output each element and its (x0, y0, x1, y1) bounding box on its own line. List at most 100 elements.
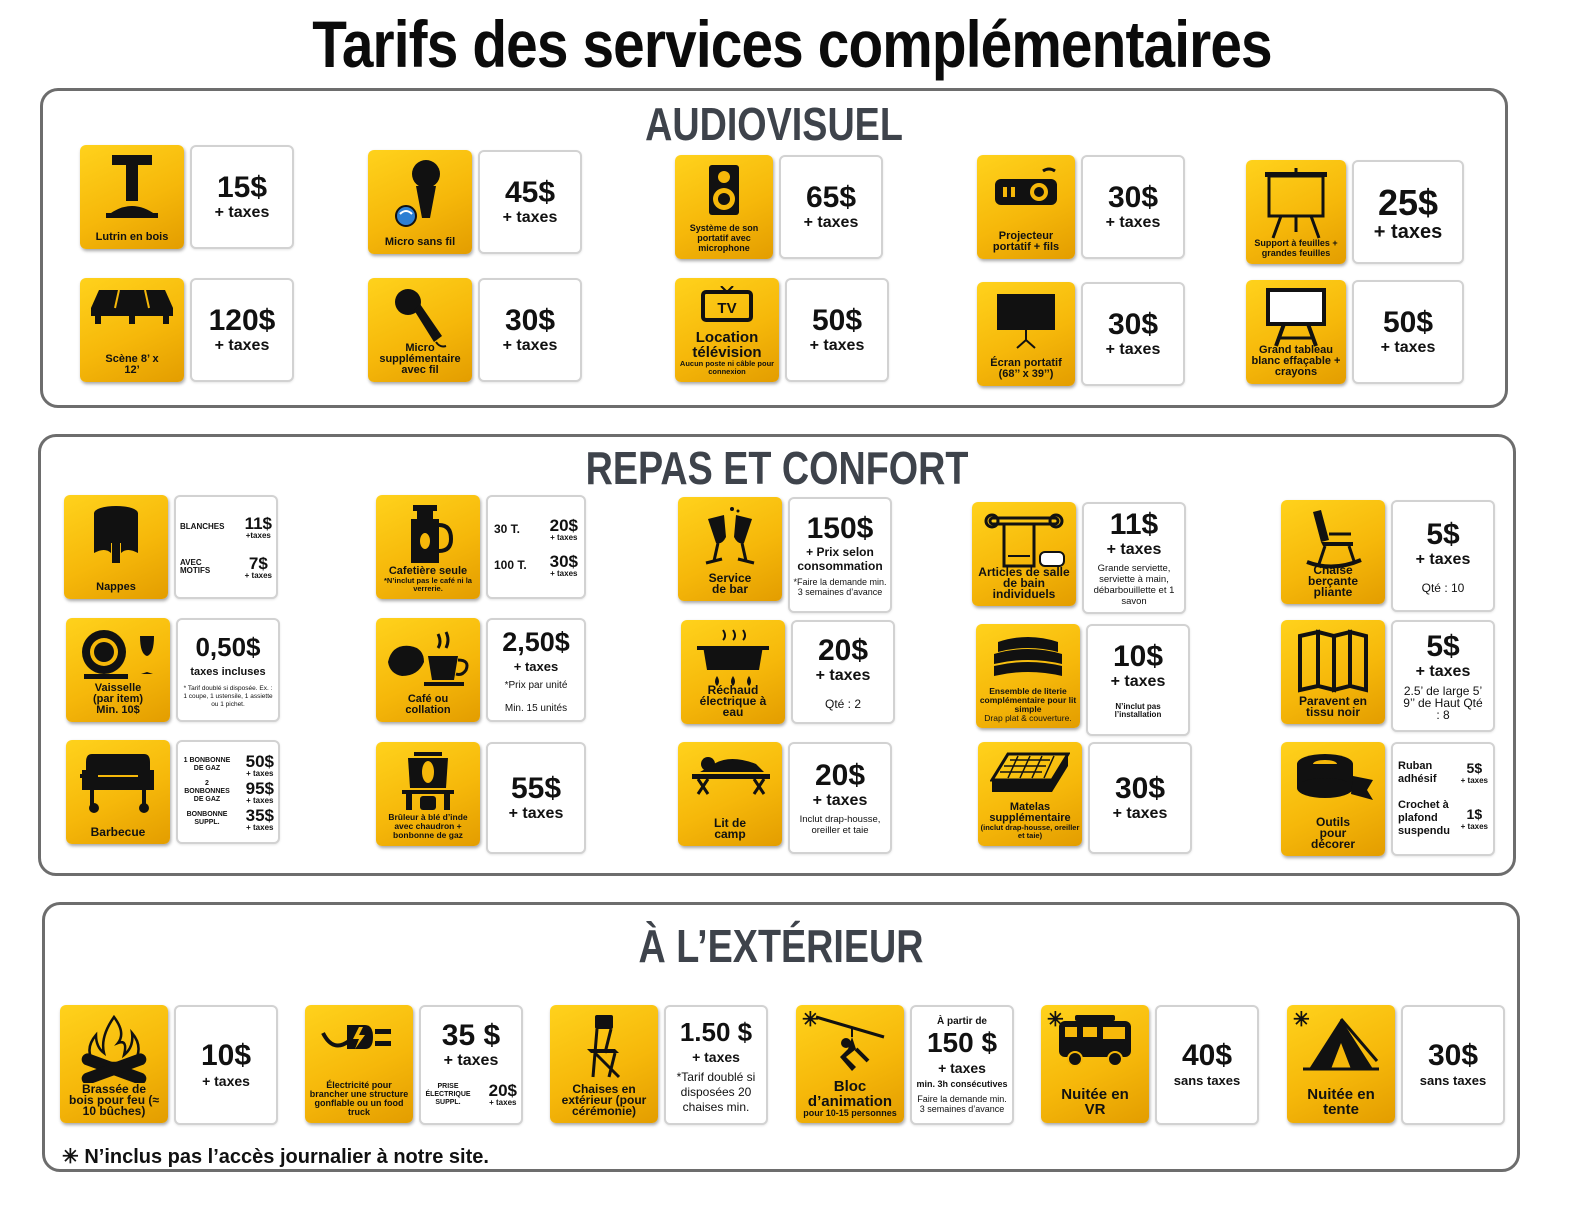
screen-icon: Écran portatif (68’’ x 39’’) (977, 282, 1075, 386)
price-television: 50$ + taxes (785, 278, 889, 382)
item-outils-decorer: Outils pour décorer Ruban adhésif 5$ + tax… (1281, 742, 1495, 856)
flipchart-icon: Support à feuilles + grandes feuilles (1246, 160, 1346, 264)
price-tableau-blanc: 50$ + taxes (1352, 280, 1464, 384)
price-chaise-bercante: 5$ + taxes Qté : 10 (1391, 500, 1495, 612)
price-bloc-animation: À partir de 150 $ + taxes min. 3h conséc… (910, 1005, 1014, 1125)
price-electricite: 35 $ + taxes PRISE ÉLECTRIQUE SUPPL. 20$ +… (419, 1005, 523, 1125)
dishes-icon: Vaisselle (par item) Min. 10$ (66, 618, 170, 722)
corn-burner-icon: Brûleur à blé d’inde avec chaudron + bon… (376, 742, 480, 846)
price-paravent: 5$ + taxes 2.5’ de large 5’ 9’’ de Haut … (1391, 620, 1495, 732)
item-television: TV Location télévision Aucun poste ni câ… (675, 278, 889, 382)
price-bois: 10$ + taxes (174, 1005, 278, 1125)
tent-icon: ✳ Nuitée en tente (1287, 1005, 1395, 1123)
price-chaises-exterieur: 1.50 $ + taxes *Tarif doublé si disposée… (664, 1005, 768, 1125)
room-divider-icon: Paravent en tissu noir (1281, 620, 1385, 724)
price-service-bar: 150$ + Prix selon consommation *Faire la… (788, 497, 892, 613)
item-nappes: Nappes BLANCHES 11$ +taxes AVEC MOTIFS 7$ + … (64, 495, 278, 599)
wireless-mic-icon: Micro sans fil (368, 150, 472, 254)
price-projecteur: 30$ + taxes (1081, 155, 1185, 259)
price-micro-sans-fil: 45$ + taxes (478, 150, 582, 254)
speaker-icon: Système de son portatif avec microphone (675, 155, 773, 259)
item-service-bar: Service de bar 150$ + Prix selon consomm… (678, 497, 892, 613)
tv-icon: TV Location télévision Aucun poste ni câ… (675, 278, 779, 382)
price-matelas: 30$ + taxes (1088, 742, 1192, 854)
warmer-icon: Réchaud électrique à eau (681, 620, 785, 724)
item-lutrin: Lutrin en bois 15$ + taxes (80, 145, 294, 249)
price-rechaud: 20$ + taxes Qté : 2 (791, 620, 895, 724)
item-lit-camp: Lit de camp 20$ + taxes Inclut drap-hous… (678, 742, 892, 854)
item-micro-sans-fil: Micro sans fil 45$ + taxes (368, 150, 582, 254)
item-bloc-animation: ✳ Bloc d’animation pour 10-15 personnes … (796, 1005, 1014, 1125)
campfire-icon: Brassée de bois pour feu (≈ 10 bûches) (60, 1005, 168, 1123)
champagne-icon: Service de bar (678, 497, 782, 601)
section-title-repas: REPAS ET CONFORT (585, 442, 969, 494)
whiteboard-icon: Grand tableau blanc effaçable + crayons (1246, 280, 1346, 384)
lectern-icon: Lutrin en bois (80, 145, 184, 249)
asterisk-icon: ✳ (1293, 1009, 1310, 1031)
item-systeme-son: Système de son portatif avec microphone … (675, 155, 883, 259)
item-vaisselle: Vaisselle (par item) Min. 10$ 0,50$ taxe… (66, 618, 280, 722)
towel-icon: Articles de salle de bain individuels (972, 502, 1076, 606)
power-plug-icon: Électricité pour brancher une structure … (305, 1005, 413, 1123)
item-salle-bain: Articles de salle de bain individuels 11… (972, 502, 1186, 614)
microphone-icon: Micro supplémentaire avec fil (368, 278, 472, 382)
price-barbecue: 1 BONBONNE DE GAZ 50$ + taxes 2 BONBONNES … (176, 740, 280, 844)
item-micro-supplementaire: Micro supplémentaire avec fil 30$ + taxe… (368, 278, 582, 382)
item-literie: Ensemble de literie complémentaire pour … (976, 624, 1190, 736)
item-projecteur: Projecteur portatif + fils 30$ + taxes (977, 155, 1185, 259)
grill-icon: Barbecue (66, 740, 170, 844)
price-cafetiere: 30 T. 20$ + taxes 100 T. 30$ + taxes (486, 495, 586, 599)
rv-icon: ✳ Nuitée en VR (1041, 1005, 1149, 1123)
price-nappes: BLANCHES 11$ +taxes AVEC MOTIFS 7$ + taxes (174, 495, 278, 599)
zipline-icon: ✳ Bloc d’animation pour 10-15 personnes (796, 1005, 904, 1123)
asterisk-icon: ✳ (802, 1009, 819, 1031)
item-electricite: Électricité pour brancher une structure … (305, 1005, 523, 1125)
item-tableau-blanc: Grand tableau blanc effaçable + crayons … (1246, 280, 1464, 384)
cot-icon: Lit de camp (678, 742, 782, 846)
coffee-cup-icon: Café ou collation (376, 618, 480, 722)
item-nuitee-tente: ✳ Nuitée en tente 30$ sans taxes (1287, 1005, 1505, 1125)
projector-icon: Projecteur portatif + fils (977, 155, 1075, 259)
price-nuitee-tente: 30$ sans taxes (1401, 1005, 1505, 1125)
item-chaises-exterieur: Chaises en extérieur (pour cérémonie) 1.… (550, 1005, 768, 1125)
price-literie: 10$ + taxes N’inclut pas l’installation (1086, 624, 1190, 736)
price-outils-decorer: Ruban adhésif 5$ + taxes Crochet à plafond… (1391, 742, 1495, 856)
item-bois: Brassée de bois pour feu (≈ 10 bûches) 1… (60, 1005, 278, 1125)
item-paravent: Paravent en tissu noir 5$ + taxes 2.5’ d… (1281, 620, 1495, 732)
price-lutrin: 15$ + taxes (190, 145, 294, 249)
price-salle-bain: 11$ + taxes Grande serviette, serviette … (1082, 502, 1186, 614)
price-nuitee-vr: 40$ sans taxes (1155, 1005, 1259, 1125)
item-scene: Scène 8’ x 12’ 120$ + taxes (80, 278, 294, 382)
bedding-icon: Ensemble de literie complémentaire pour … (976, 624, 1080, 728)
section-title-exterieur: À L’EXTÉRIEUR (638, 920, 924, 972)
svg-text:TV: TV (717, 300, 736, 317)
item-cafe-collation: Café ou collation 2,50$ + taxes *Prix pa… (376, 618, 586, 722)
rocking-chair-icon: Chaise berçante pliante (1281, 500, 1385, 604)
item-bruleur: Brûleur à blé d’inde avec chaudron + bon… (376, 742, 586, 854)
price-support-feuilles: 25$ + taxes (1352, 160, 1464, 264)
stage-icon: Scène 8’ x 12’ (80, 278, 184, 382)
item-matelas: Matelas supplémentaire (inclut drap-hous… (978, 742, 1192, 854)
price-scene: 120$ + taxes (190, 278, 294, 382)
price-systeme-son: 65$ + taxes (779, 155, 883, 259)
page-title: Tarifs des services complémentaires (312, 7, 1272, 81)
price-ecran: 30$ + taxes (1081, 282, 1185, 386)
item-chaise-bercante: Chaise berçante pliante 5$ + taxes Qté :… (1281, 500, 1495, 612)
item-cafetiere: Cafetière seule *N’inclut pas le café ni… (376, 495, 586, 599)
folding-chair-icon: Chaises en extérieur (pour cérémonie) (550, 1005, 658, 1123)
price-bruleur: 55$ + taxes (486, 742, 586, 854)
section-exterieur: À L’EXTÉRIEUR (42, 902, 1520, 1172)
price-micro-supplementaire: 30$ + taxes (478, 278, 582, 382)
tape-icon: Outils pour décorer (1281, 742, 1385, 856)
price-vaisselle: 0,50$ taxes incluses * Tarif doublé si d… (176, 618, 280, 722)
item-rechaud: Réchaud électrique à eau 20$ + taxes Qté… (681, 620, 895, 724)
price-lit-camp: 20$ + taxes Inclut drap-housse, oreiller… (788, 742, 892, 854)
price-cafe-collation: 2,50$ + taxes *Prix par unité Min. 15 un… (486, 618, 586, 722)
item-barbecue: Barbecue 1 BONBONNE DE GAZ 50$ + taxes 2 B… (66, 740, 280, 844)
item-support-feuilles: Support à feuilles + grandes feuilles 25… (1246, 160, 1464, 264)
table-cloth-icon: Nappes (64, 495, 168, 599)
mattress-icon: Matelas supplémentaire (inclut drap-hous… (978, 742, 1082, 846)
item-nuitee-vr: ✳ Nuitée en VR 40$ sans taxes (1041, 1005, 1259, 1125)
section-title-audiovisuel: AUDIOVISUEL (645, 98, 903, 150)
item-ecran: Écran portatif (68’’ x 39’’) 30$ + taxes (977, 282, 1185, 386)
